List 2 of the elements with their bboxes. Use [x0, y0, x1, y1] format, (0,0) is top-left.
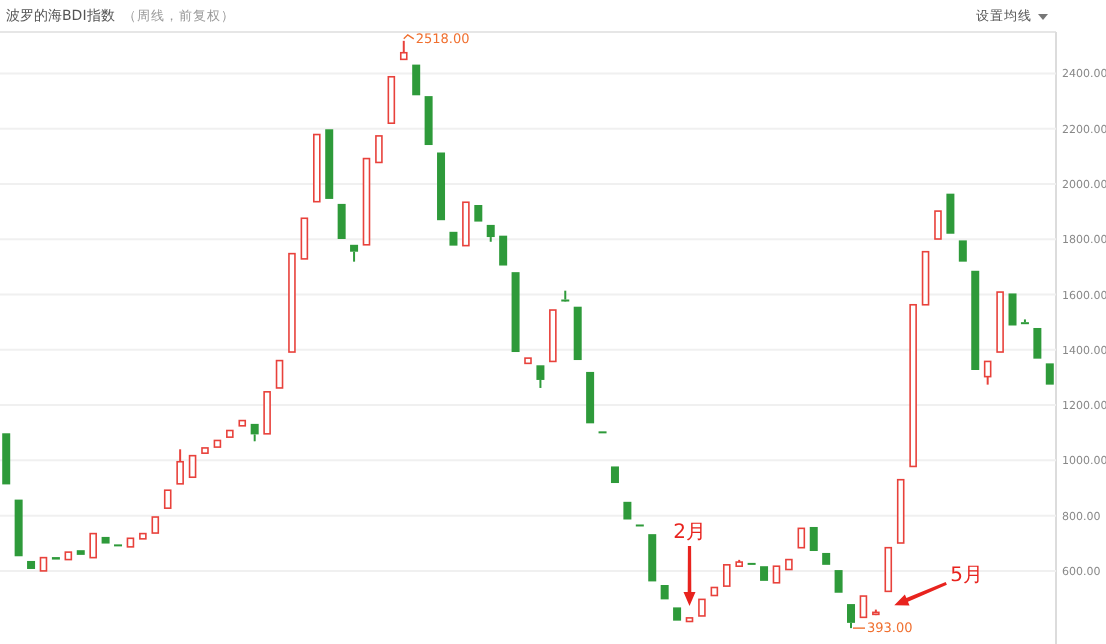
- annotation: 5月: [950, 565, 984, 588]
- annotation: 2月: [673, 521, 706, 544]
